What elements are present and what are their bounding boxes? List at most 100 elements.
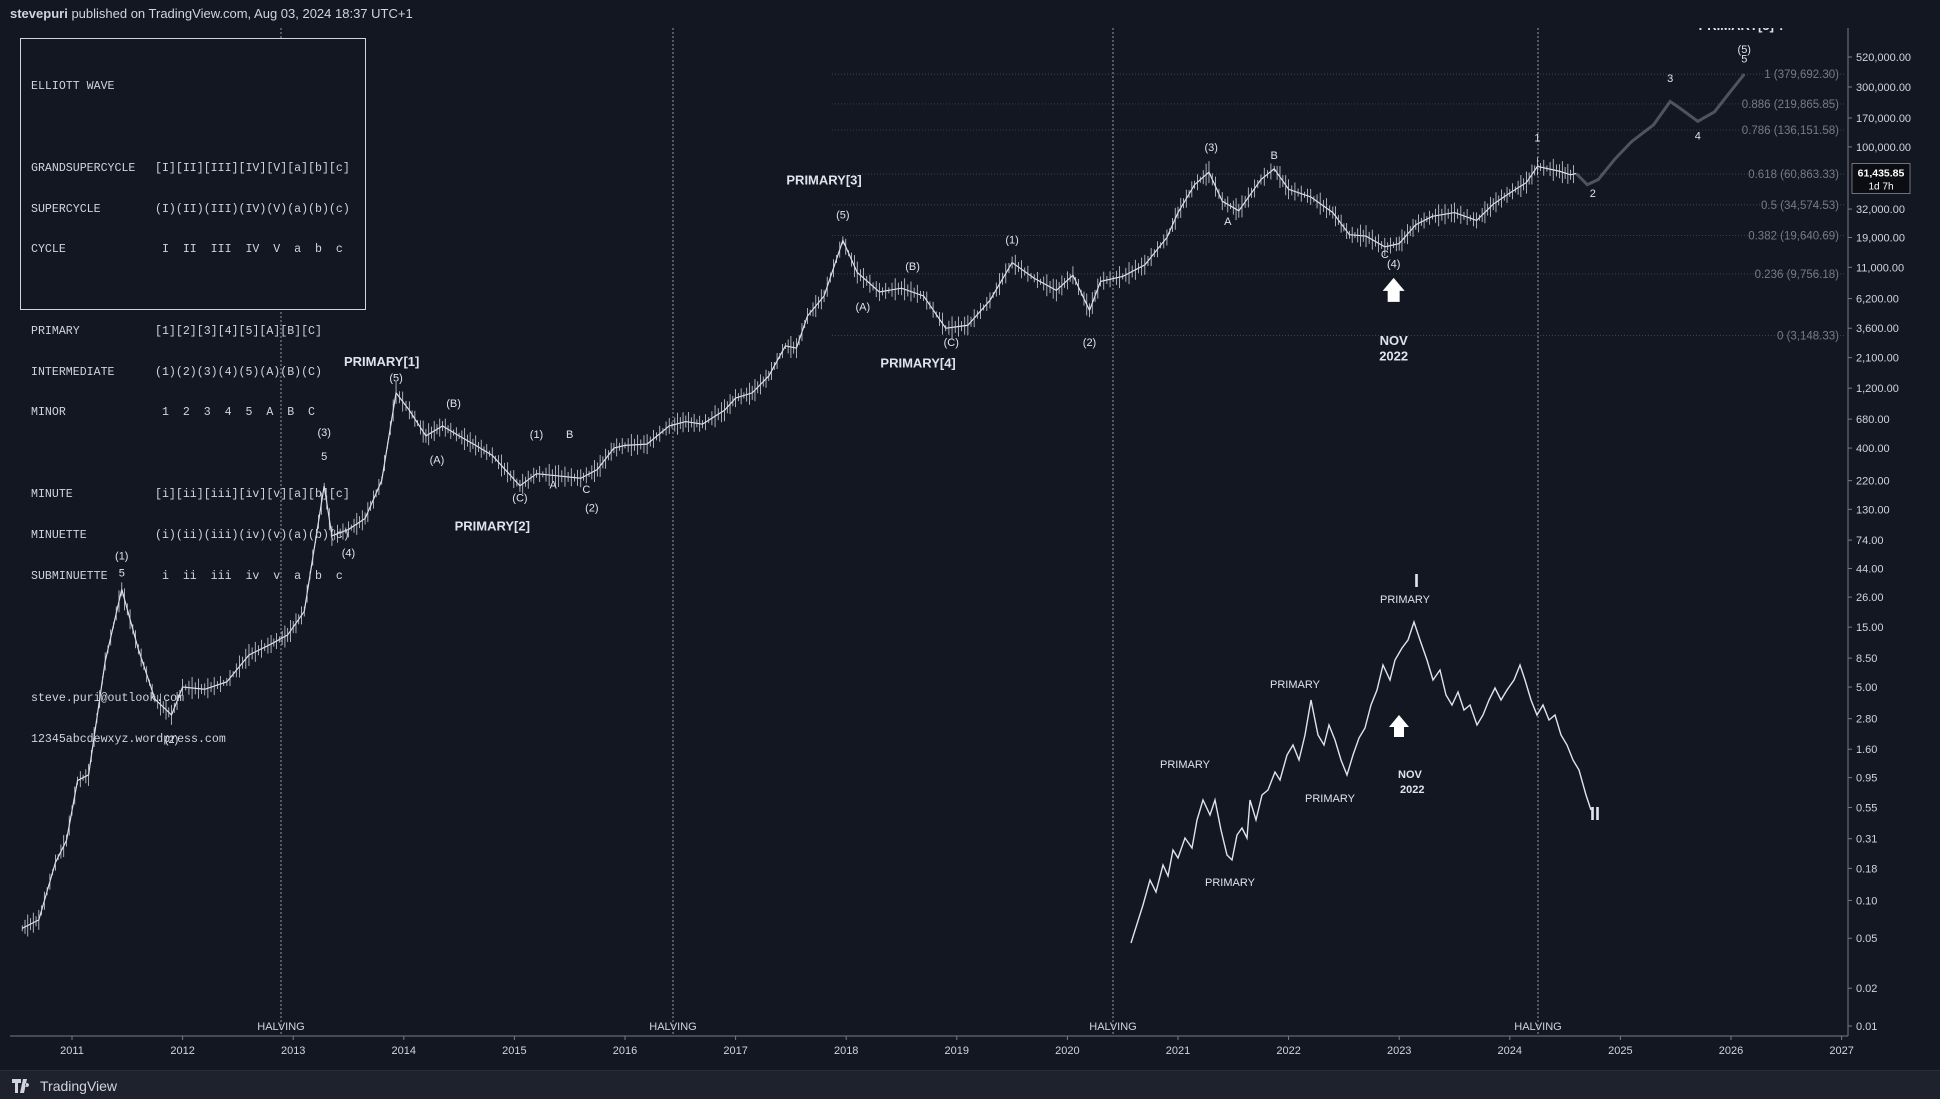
legend-key: SUBMINUETTE: [31, 569, 108, 583]
wave-label: (4): [342, 547, 355, 559]
fib-level-label: 0 (3,148.33): [1777, 331, 1839, 343]
y-tick-label: 44.00: [1856, 563, 1884, 575]
fib-levels: 1 (379,692.30) 0.886 (219,865.85) 0.786 (1…: [832, 69, 1845, 343]
y-tick-label: 0.02: [1856, 983, 1877, 995]
wave-label: A: [549, 480, 557, 492]
x-tick-label: 2027: [1829, 1045, 1853, 1057]
author-name[interactable]: stevepuri: [10, 6, 68, 21]
y-tick-label: 3,600.00: [1856, 323, 1899, 335]
y-tick-label: 26.00: [1856, 592, 1884, 604]
legend-row-grandsupercycle: GRANDSUPERCYCLE [I][II][III][IV][V][a][b]…: [31, 162, 355, 176]
publish-info: published on TradingView.com, Aug 03, 20…: [71, 6, 413, 21]
legend-key: MINUETTE: [31, 528, 87, 542]
x-tick-label: 2017: [723, 1045, 747, 1057]
y-tick-label: 11,000.00: [1856, 262, 1904, 274]
wave-label: (A): [430, 455, 445, 467]
x-tick-label: 2018: [834, 1045, 858, 1057]
legend-row-minute: MINUTE [i][ii][iii][iv][v][a][b][c]: [31, 488, 355, 502]
fib-level-label: 0.236 (9,756.18): [1755, 269, 1840, 281]
wave-label: B: [1271, 150, 1278, 162]
y-tick-label: 5.00: [1856, 682, 1877, 694]
wave-label: (3): [1204, 142, 1217, 154]
wave-label: (2): [165, 734, 178, 746]
inset-label: PRIMARY: [1380, 594, 1431, 606]
wave-label: (1): [1005, 235, 1018, 247]
y-tick-label: 0.05: [1856, 933, 1877, 945]
x-tick-label: 2012: [170, 1045, 194, 1057]
wave-label: (5): [836, 209, 849, 221]
y-tick-label: 0.01: [1856, 1021, 1877, 1033]
wave-label: 2022: [1379, 348, 1408, 363]
y-tick-label: 32,000.00: [1856, 204, 1905, 216]
footer-bar: TradingView: [0, 1070, 1940, 1099]
legend-row-minuette: MINUETTE (i)(ii)(iii)(iv)(v)(a)(b)(c): [31, 529, 355, 543]
fib-level-label: 0.382 (19,640.69): [1748, 231, 1839, 243]
last-price-badge: [1851, 163, 1911, 194]
last-price-label: 61,435.85: [1858, 167, 1905, 179]
chart-canvas[interactable]: 1 (379,692.30) 0.886 (219,865.85) 0.786 (1…: [0, 28, 1940, 1070]
x-tick-label: 2019: [945, 1045, 969, 1057]
wave-label: 4: [1695, 130, 1701, 142]
legend-key: CYCLE: [31, 243, 66, 257]
wave-label: C: [582, 484, 590, 496]
wave-label: (1): [115, 550, 128, 562]
wave-label: (3): [317, 427, 330, 439]
x-tick-label: 2025: [1608, 1045, 1632, 1057]
legend-value: (1)(2)(3)(4)(5)(A)(B)(C): [155, 365, 322, 379]
y-tick-label: 74.00: [1856, 535, 1884, 547]
x-tick-label: 2021: [1166, 1045, 1190, 1057]
wave-label: (C): [512, 493, 527, 505]
legend-value: [1][2][3][4][5][A][B][C]: [155, 324, 322, 338]
inset-label: 2022: [1400, 784, 1424, 796]
wave-label: PRIMARY[2]: [455, 519, 530, 534]
fib-level-label: 0.5 (34,574.53): [1761, 200, 1839, 212]
y-tick-label: 0.18: [1856, 863, 1877, 875]
legend-key: MINOR: [31, 406, 66, 420]
y-tick-label: 220.00: [1856, 476, 1890, 488]
last-price-countdown: 1d 7h: [1868, 181, 1893, 192]
wave-label: 3: [1667, 73, 1673, 85]
fib-level-label: 1 (379,692.30): [1764, 69, 1839, 81]
x-tick-label: 2020: [1055, 1045, 1079, 1057]
wave-label: 2: [1590, 188, 1596, 200]
wave-label: NOV: [1380, 333, 1409, 348]
y-tick-label: 520,000.00: [1856, 52, 1911, 64]
legend-row-supercycle: SUPERCYCLE (I)(II)(III)(IV)(V)(a)(b)(c): [31, 203, 355, 217]
legend-value: (i)(ii)(iii)(iv)(v)(a)(b)(c): [155, 528, 350, 542]
y-tick-label: 680.00: [1856, 414, 1890, 426]
tradingview-logo[interactable]: TradingView: [12, 1077, 117, 1095]
legend-row-primary: PRIMARY [1][2][3][4][5][A][B][C]: [31, 325, 355, 339]
inset-label: PRIMARY: [1270, 679, 1321, 691]
wave-label: 5: [119, 567, 125, 579]
y-tick-label: 170,000.00: [1856, 113, 1911, 125]
wave-label: B: [566, 429, 573, 441]
inset-wave-line: [1130, 619, 1592, 944]
x-tick-label: 2016: [613, 1045, 637, 1057]
legend-website: 12345abcdewxyz.wordpress.com: [31, 732, 226, 746]
publish-header: stevepuri published on TradingView.com, …: [0, 0, 1940, 28]
y-tick-label: 0.10: [1856, 895, 1877, 907]
legend-value: (I)(II)(III)(IV)(V)(a)(b)(c): [155, 202, 350, 216]
wave-label: PRIMARY[5] ?: [1699, 28, 1786, 33]
legend-value: I II III IV V a b c: [155, 243, 343, 257]
y-tick-label: 1.60: [1856, 744, 1877, 756]
y-tick-label: 400.00: [1856, 443, 1890, 455]
legend-email: steve.puri@outlook.com: [31, 691, 185, 705]
wave-label: PRIMARY[3]: [786, 173, 861, 188]
x-tick-label: 2026: [1719, 1045, 1743, 1057]
wave-label: PRIMARY[4]: [880, 356, 955, 371]
y-tick-label: 19,000.00: [1856, 232, 1905, 244]
legend-row-subminuette: SUBMINUETTE i ii iii iv v a b c: [31, 570, 355, 584]
legend-value: [i][ii][iii][iv][v][a][b][c]: [155, 488, 350, 501]
y-tick-label: 2,100.00: [1856, 353, 1899, 365]
y-tick-label: 6,200.00: [1856, 294, 1899, 306]
y-tick-label: 1,200.00: [1856, 383, 1899, 395]
x-tick-label: 2024: [1498, 1045, 1522, 1057]
inset-label: PRIMARY: [1205, 877, 1256, 889]
inset-label: II: [1590, 804, 1600, 824]
x-tick-label: 2011: [60, 1045, 84, 1057]
wave-label: 5: [1741, 54, 1747, 66]
y-tick-label: 15.00: [1856, 622, 1884, 634]
wave-label: (A): [855, 301, 870, 313]
price-series: [21, 73, 1746, 937]
